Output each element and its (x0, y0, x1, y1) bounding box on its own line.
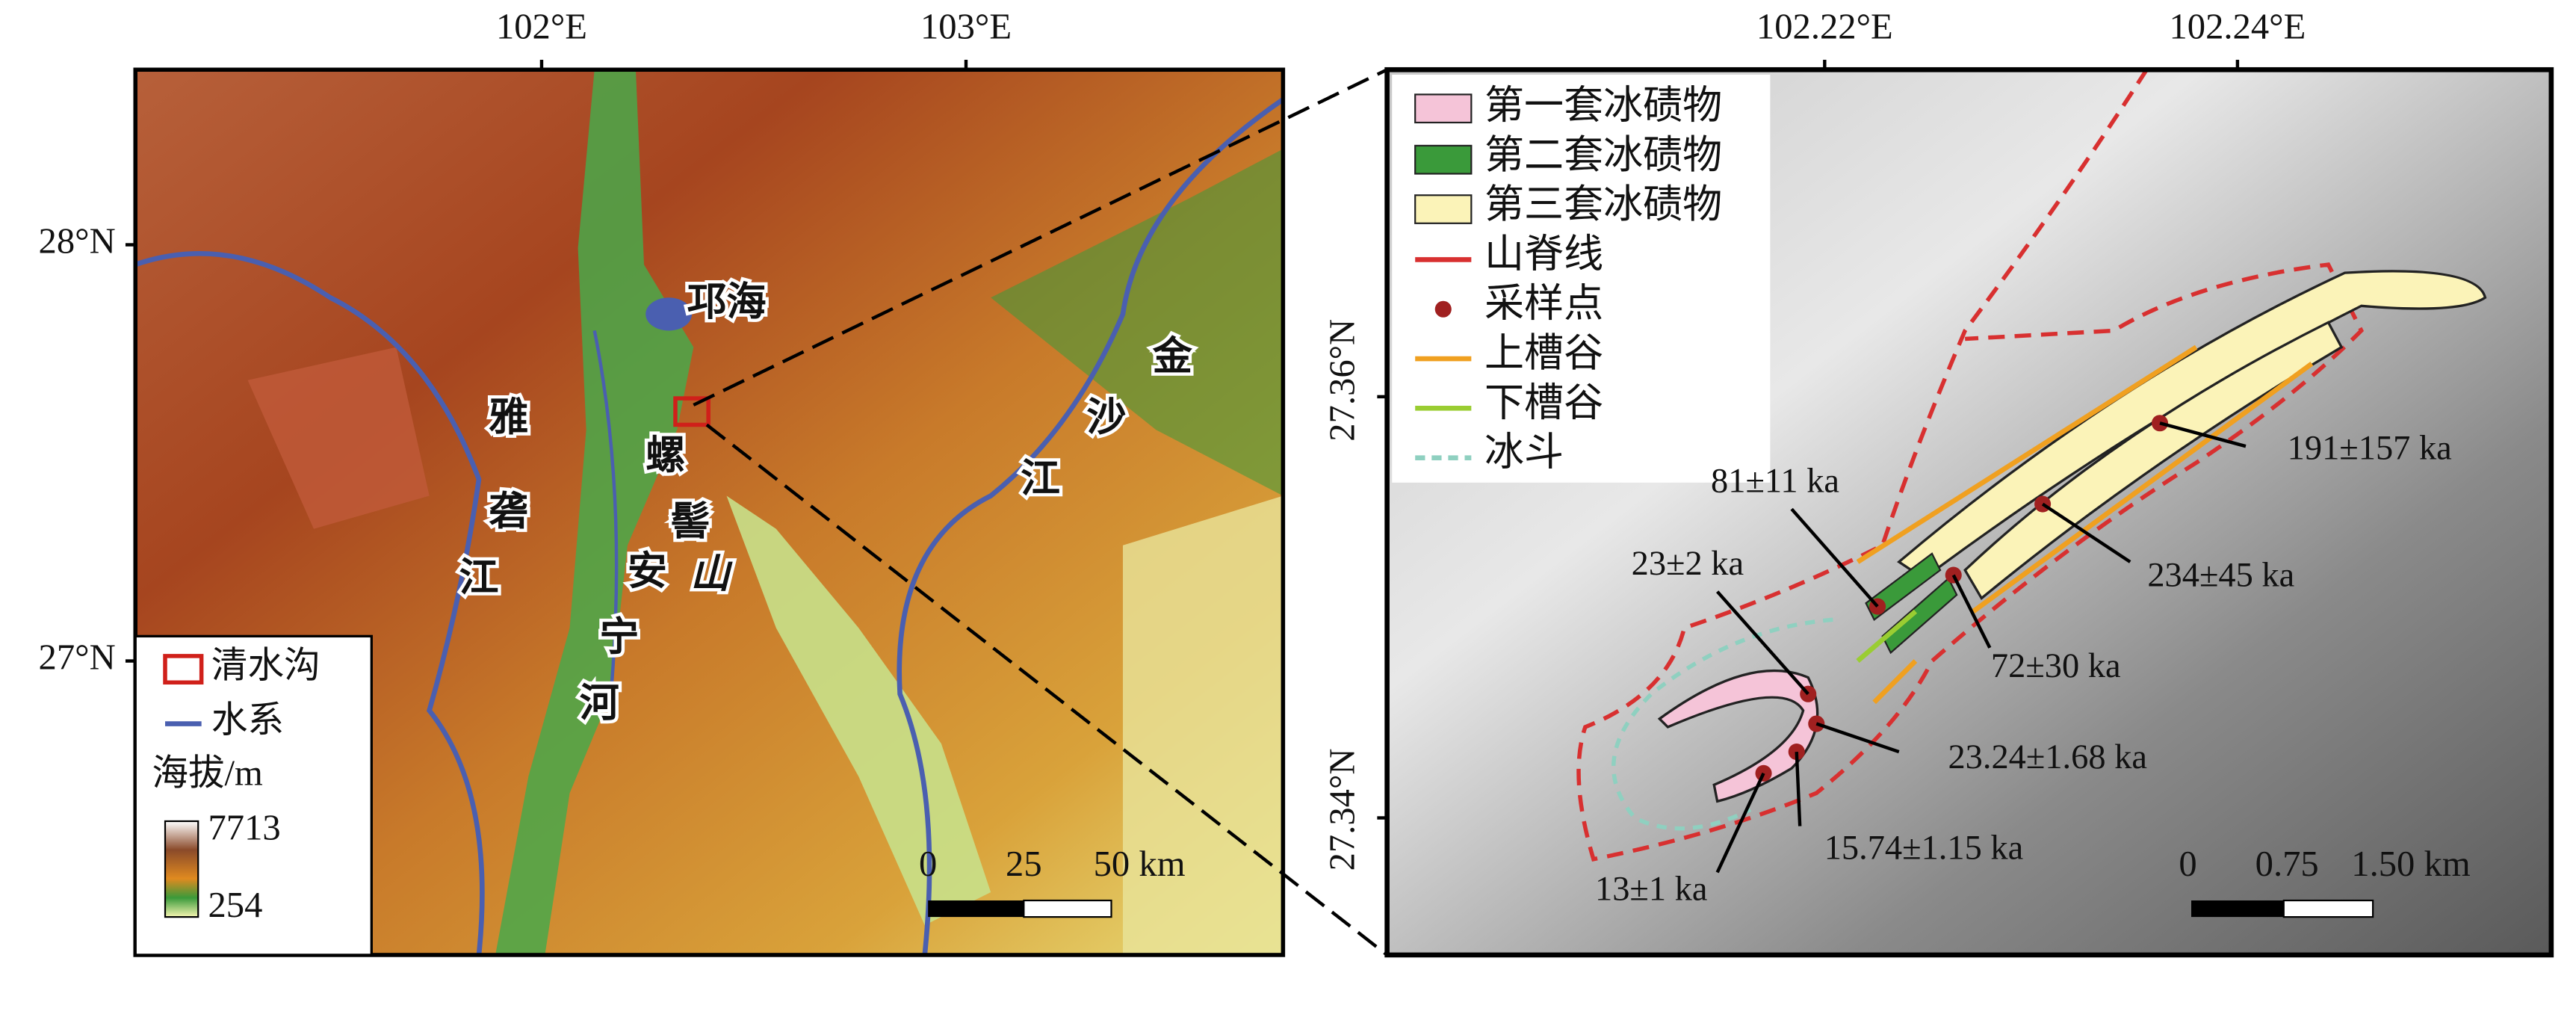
sample-age: 191±157 ka (2288, 429, 2452, 467)
legend-label: 第三套冰碛物 (1484, 183, 1722, 226)
sample-age: 72±30 ka (1991, 647, 2121, 685)
scale-bar (928, 900, 1024, 918)
study-area (673, 396, 710, 427)
valley (726, 495, 991, 926)
place-label: 山 (690, 553, 733, 596)
connector (693, 68, 1388, 407)
legend-symbol (1414, 194, 1473, 224)
highland (247, 347, 430, 529)
x-tick-label: 102.24°E (2169, 6, 2306, 46)
y-tick-label: 28°N (39, 221, 116, 262)
sample-age: 13±1 ka (1595, 871, 1707, 909)
elevation-bar (164, 820, 199, 918)
place-label: 河 (580, 682, 619, 726)
lake (645, 297, 693, 331)
legend-symbol (1414, 93, 1473, 124)
place-label: 砻 (489, 489, 528, 534)
sample-age: 15.74±1.15 ka (1824, 829, 2024, 867)
y-tick-label: 27.36°N (1322, 319, 1363, 442)
plain (1122, 495, 1284, 955)
legend-title: 海拔/m (152, 752, 263, 793)
legend-symbol (163, 654, 204, 685)
place-label: 安 (628, 549, 667, 593)
lower-trough (1856, 609, 1918, 664)
scale-bar (1023, 899, 1112, 918)
valley (495, 69, 694, 955)
legend-label: 下槽谷 (1484, 381, 1603, 424)
moraine-2 (1881, 577, 1958, 655)
place-label: 邛海 (687, 279, 766, 324)
place-label: 螺 (645, 434, 685, 477)
place-label: 宁 (599, 615, 639, 659)
river (592, 330, 619, 694)
scale-bar (2282, 899, 2374, 918)
moraine-3 (1963, 321, 2344, 601)
lower-valley (1872, 362, 2314, 705)
scale-bar (2191, 900, 2284, 918)
sample-age: 81±11 ka (1711, 463, 1839, 501)
valley (991, 149, 1284, 496)
place-label: 江 (1021, 457, 1060, 501)
legend-label: 上槽谷 (1484, 332, 1603, 375)
x-tick-label: 103°E (920, 6, 1012, 46)
connector (705, 423, 1388, 956)
river (134, 251, 485, 956)
sample-age: 234±45 ka (2147, 557, 2294, 595)
upper-valley (1856, 344, 2198, 564)
elevation-max: 7713 (208, 807, 280, 847)
y-tick-label: 27.34°N (1322, 748, 1363, 871)
moraine-1 (1657, 669, 1819, 803)
elevation-min: 254 (208, 885, 262, 925)
scale-label: 0 (2179, 844, 2196, 884)
place-label: 髻 (670, 499, 710, 543)
scale-label: 0 (919, 844, 937, 884)
legend-symbol (1434, 300, 1452, 318)
place-label: 沙 (1086, 396, 1126, 439)
ridge-line (1576, 68, 2365, 862)
frame (1384, 67, 2554, 958)
scale-label: 1.50 km (2351, 844, 2471, 884)
scale-label: 25 (1006, 844, 1042, 884)
sample-age: 23±2 ka (1632, 545, 1744, 583)
cirque (1611, 617, 1833, 831)
sample-age: 23.24±1.68 ka (1948, 738, 2147, 776)
place-label: 江 (459, 557, 498, 600)
scale-label: 0.75 (2255, 844, 2319, 884)
x-tick-label: 102.22°E (1756, 6, 1893, 46)
right-map: 102.22°E 102.24°E 27.36°N 27.34°N 第一套冰碛物… (1322, 6, 2554, 958)
legend-label: 采样点 (1484, 282, 1603, 326)
leader-lines (1715, 421, 2247, 874)
legend-label: 第二套冰碛物 (1484, 134, 1722, 177)
river (897, 97, 1285, 956)
place-label: 金 (1152, 334, 1193, 378)
legend-label: 山脊线 (1484, 232, 1603, 276)
legend-label: 第一套冰碛物 (1484, 84, 1722, 127)
y-tick-label: 27°N (39, 637, 116, 678)
legend-label: 清水沟 (211, 646, 321, 686)
place-label: 雅 (489, 395, 528, 439)
legend-box (1392, 74, 1771, 483)
scale-label: 50 km (1094, 844, 1186, 884)
legend-symbol (1414, 144, 1473, 175)
frame (133, 67, 1286, 957)
legend-label: 冰斗 (1484, 431, 1564, 475)
x-tick-label: 102°E (496, 6, 587, 46)
legend-label: 水系 (211, 700, 284, 741)
